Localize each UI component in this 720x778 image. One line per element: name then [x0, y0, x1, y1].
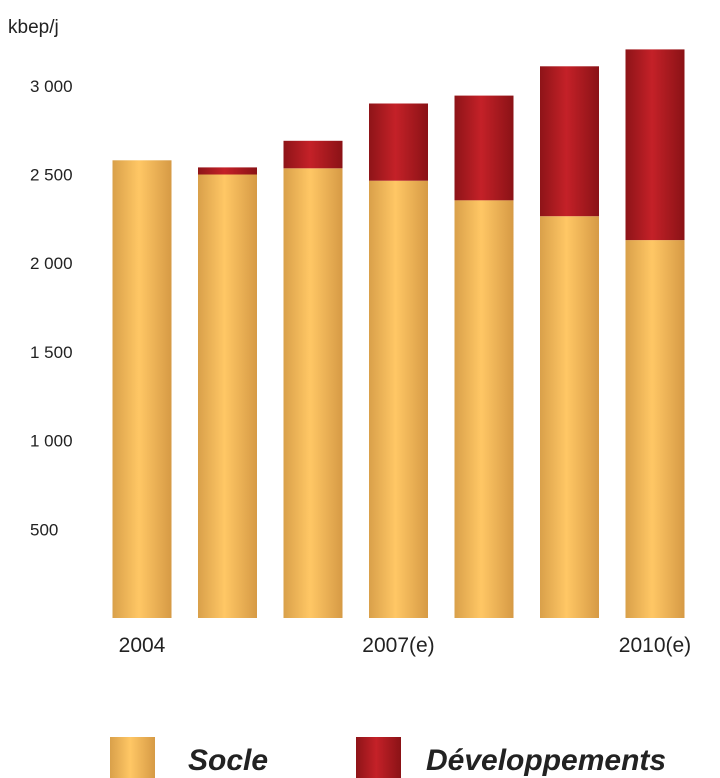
y-axis-ticks: 500 1 000 1 500 2 000 2 500 3 000 — [30, 77, 73, 539]
bar-socle — [283, 168, 343, 619]
bar-developpements — [454, 95, 514, 201]
bar-socle — [112, 160, 172, 619]
y-tick-label: 1 000 — [30, 432, 73, 451]
legend-label-developpements: Développements — [426, 744, 666, 777]
y-tick-label: 1 500 — [30, 343, 73, 362]
y-tick-label: 2 500 — [30, 166, 73, 185]
y-tick-label: 3 000 — [30, 77, 73, 96]
legend: Socle Développements — [110, 737, 666, 778]
bar-socle — [625, 240, 685, 618]
bar-socle — [540, 216, 599, 618]
bar-developpements — [369, 103, 428, 181]
bar-developpements — [198, 167, 257, 175]
legend-swatch-socle — [110, 737, 155, 778]
bar-socle — [369, 180, 428, 618]
bar-developpements — [540, 66, 599, 217]
y-tick-label: 2 000 — [30, 254, 73, 273]
legend-label-socle: Socle — [188, 744, 268, 777]
bar-socle — [454, 200, 514, 618]
x-axis-labels: 2004 2007(e) 2010(e) — [119, 634, 692, 657]
x-tick-label: 2007(e) — [362, 634, 434, 657]
legend-swatch-developpements — [356, 737, 401, 778]
bar-socle — [198, 174, 257, 618]
y-tick-label: 500 — [30, 520, 58, 539]
bar-developpements — [625, 49, 685, 241]
bars — [112, 49, 685, 619]
x-tick-label: 2004 — [119, 634, 166, 657]
x-tick-label: 2010(e) — [619, 634, 691, 657]
bar-developpements — [283, 140, 343, 169]
y-unit-label: kbep/j — [8, 17, 59, 38]
